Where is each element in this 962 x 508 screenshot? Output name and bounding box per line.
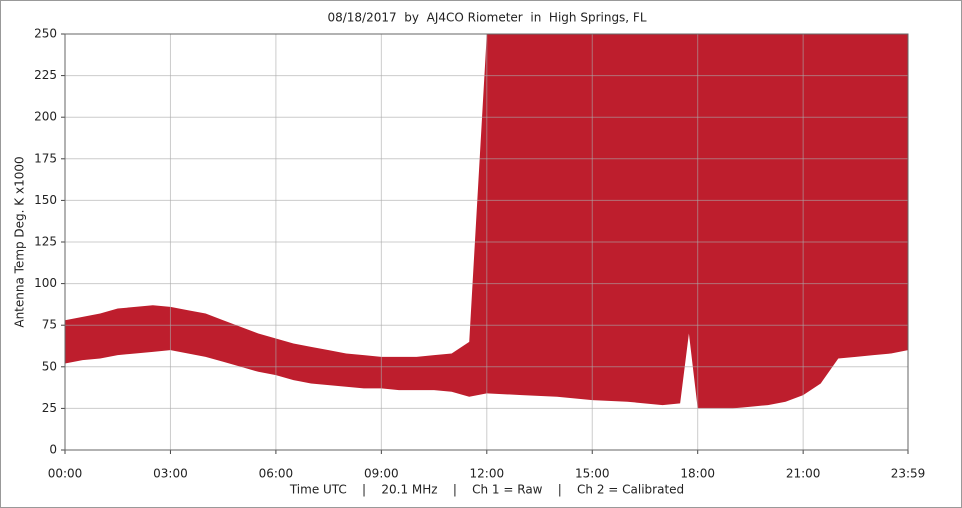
plot-border: [64, 33, 909, 451]
y-tick-label: 50: [42, 359, 57, 373]
y-tick-label: 175: [34, 151, 57, 165]
y-tick-label: 225: [34, 68, 57, 82]
y-tick-label: 75: [42, 318, 57, 332]
x-tick-label: 23:59: [891, 467, 926, 481]
y-axis-label: Antenna Temp Deg. K x1000: [13, 156, 27, 327]
y-tick-label: 150: [34, 193, 57, 207]
y-tick-label: 0: [49, 443, 57, 457]
x-tick-label: 00:00: [48, 467, 83, 481]
x-tick-label: 12:00: [470, 467, 505, 481]
x-tick-label: 21:00: [786, 467, 821, 481]
x-tick-label: 03:00: [153, 467, 188, 481]
x-axis-label: Time UTC | 20.1 MHz | Ch 1 = Raw | Ch 2 …: [289, 483, 684, 497]
x-tick-label: 15:00: [575, 467, 610, 481]
y-tick-label: 250: [34, 27, 57, 41]
chart-title: 08/18/2017 by AJ4CO Riometer in High Spr…: [327, 11, 646, 25]
x-tick-label: 06:00: [259, 467, 294, 481]
y-tick-label: 100: [34, 276, 57, 290]
y-tick-label: 25: [42, 401, 57, 415]
x-tick-label: 18:00: [680, 467, 715, 481]
y-tick-label: 200: [34, 110, 57, 124]
y-tick-label: 125: [34, 235, 57, 249]
x-tick-label: 09:00: [364, 467, 399, 481]
